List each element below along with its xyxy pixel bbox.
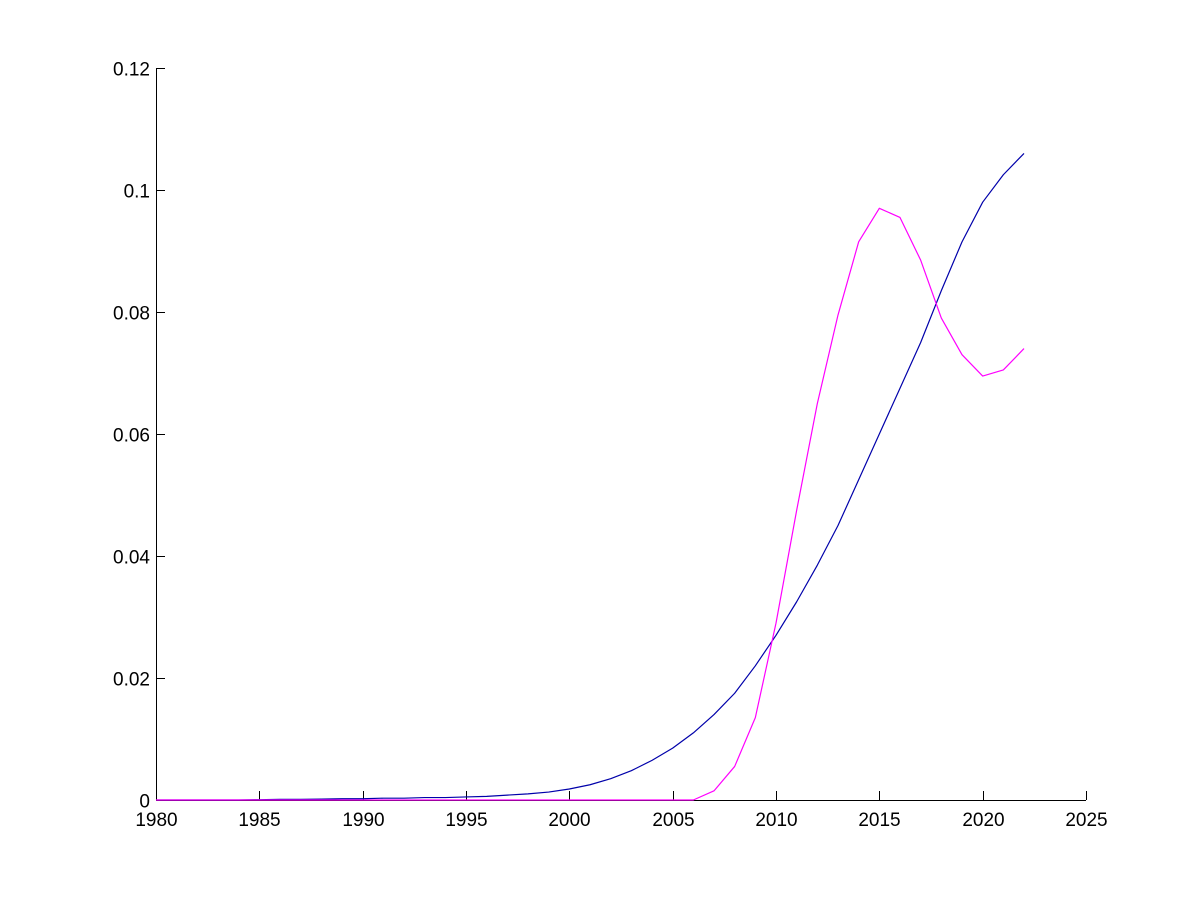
- x-tick-label: 1995: [445, 810, 487, 831]
- y-tick-label: 0: [139, 792, 150, 813]
- x-tick-label: 2020: [962, 810, 1004, 831]
- y-tick-label: 0.06: [113, 426, 150, 447]
- y-ticks: 0 0.02 0.04 0.06 0.08 0.1 0.12: [113, 60, 165, 813]
- x-tick-label: 2025: [1065, 810, 1107, 831]
- y-tick-label: 0.02: [113, 670, 150, 691]
- x-tick-label: 1980: [135, 810, 177, 831]
- y-tick-label: 0.1: [124, 182, 150, 203]
- series-lines: [156, 152, 1025, 801]
- y-tick-label: 0.04: [113, 548, 150, 569]
- y-tick-label: 0.08: [113, 304, 150, 325]
- series-line-2: [156, 207, 1025, 801]
- x-tick-label: 1985: [238, 810, 280, 831]
- series-line-1: [156, 152, 1025, 801]
- x-ticks: 1980 1985 1990 1995 2000 2005 2010 2015 2020 2025: [135, 791, 1108, 831]
- x-tick-label: 2000: [548, 810, 590, 831]
- x-tick-label: 1990: [342, 810, 384, 831]
- y-tick-label: 0.12: [113, 60, 150, 81]
- x-tick-label: 2005: [652, 810, 694, 831]
- x-tick-label: 2010: [755, 810, 797, 831]
- x-tick-label: 2015: [858, 810, 900, 831]
- axes: [156, 68, 1086, 801]
